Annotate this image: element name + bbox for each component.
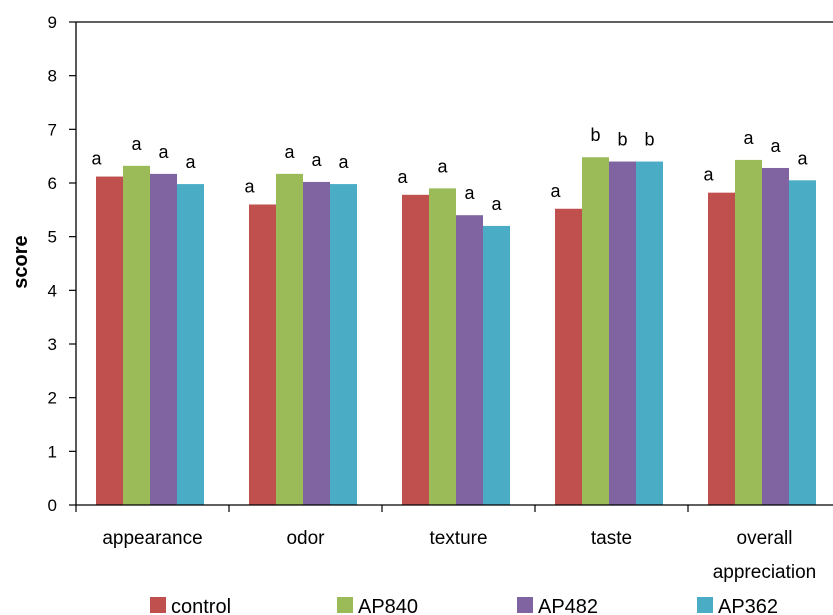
significance-letter: a bbox=[397, 167, 408, 187]
y-axis-ticks: 0 1 2 3 4 5 6 7 8 9 bbox=[48, 13, 76, 515]
significance-letter: a bbox=[284, 142, 295, 162]
significance-letter: a bbox=[338, 152, 349, 172]
y-tick-label: 7 bbox=[48, 120, 57, 139]
y-tick-label: 3 bbox=[48, 335, 57, 354]
bar-control bbox=[249, 204, 276, 505]
significance-letter: a bbox=[703, 165, 714, 185]
significance-letter: a bbox=[244, 176, 255, 196]
bar-control bbox=[555, 208, 582, 505]
bar-AP362 bbox=[177, 184, 204, 505]
bar-AP840 bbox=[735, 159, 762, 505]
y-tick-label: 9 bbox=[48, 13, 57, 32]
significance-letter: a bbox=[491, 194, 502, 214]
significance-letter: a bbox=[311, 150, 322, 170]
significance-letter: a bbox=[464, 183, 475, 203]
bar-control bbox=[708, 192, 735, 505]
significance-letter: a bbox=[550, 181, 561, 201]
significance-letter: a bbox=[131, 134, 142, 154]
legend-label: control bbox=[171, 596, 231, 615]
significance-letter: a bbox=[91, 149, 102, 169]
legend-swatch-AP840 bbox=[337, 597, 353, 613]
x-category-label: overall bbox=[737, 528, 793, 549]
axes bbox=[75, 21, 833, 512]
bar-AP362 bbox=[636, 161, 663, 506]
bar-series-group bbox=[96, 157, 816, 506]
y-tick-label: 5 bbox=[48, 228, 57, 247]
y-tick-label: 4 bbox=[48, 281, 57, 300]
y-axis-label: score bbox=[10, 235, 32, 288]
x-category-label: taste bbox=[591, 528, 632, 549]
legend-swatch-AP482 bbox=[517, 597, 533, 613]
legend-label: AP482 bbox=[538, 596, 598, 615]
bar-AP482 bbox=[456, 215, 483, 505]
bar-control bbox=[402, 194, 429, 505]
legend-swatch-AP362 bbox=[697, 597, 713, 613]
significance-letter: b bbox=[617, 130, 627, 150]
significance-letter: a bbox=[770, 136, 781, 156]
significance-letter: b bbox=[644, 130, 654, 150]
bar-AP840 bbox=[429, 188, 456, 505]
legend-label: AP362 bbox=[718, 596, 778, 615]
significance-letter: b bbox=[590, 125, 600, 145]
bar-AP362 bbox=[330, 184, 357, 505]
significance-letter: a bbox=[437, 156, 448, 176]
bar-AP840 bbox=[582, 157, 609, 506]
legend-swatch-control bbox=[150, 597, 166, 613]
significance-letter: a bbox=[158, 142, 169, 162]
y-tick-label: 2 bbox=[48, 389, 57, 408]
y-tick-label: 1 bbox=[48, 442, 57, 461]
bar-control bbox=[96, 176, 123, 505]
bar-AP362 bbox=[789, 180, 816, 506]
significance-letter: a bbox=[797, 148, 808, 168]
bar-AP482 bbox=[303, 181, 330, 505]
x-category-label: odor bbox=[286, 528, 325, 549]
significance-letter: a bbox=[743, 128, 754, 148]
bar-AP840 bbox=[276, 173, 303, 506]
bar-AP482 bbox=[150, 173, 177, 506]
legend-label: AP840 bbox=[358, 596, 418, 615]
bar-AP362 bbox=[483, 225, 510, 505]
bar-AP482 bbox=[609, 161, 636, 506]
bar-AP840 bbox=[123, 165, 150, 505]
y-tick-label: 6 bbox=[48, 174, 57, 193]
x-category-label: texture bbox=[429, 528, 487, 549]
bar-AP482 bbox=[762, 167, 789, 505]
y-tick-label: 0 bbox=[48, 496, 57, 515]
x-category-label: appearance bbox=[102, 528, 202, 549]
y-tick-label: 8 bbox=[48, 67, 57, 86]
legend: control AP840 AP482 AP362 bbox=[150, 596, 778, 615]
x-category-label: appreciation bbox=[713, 562, 817, 583]
significance-letter: a bbox=[185, 152, 196, 172]
x-axis-category-labels: appearance odor texture taste overall appreci… bbox=[102, 528, 816, 583]
